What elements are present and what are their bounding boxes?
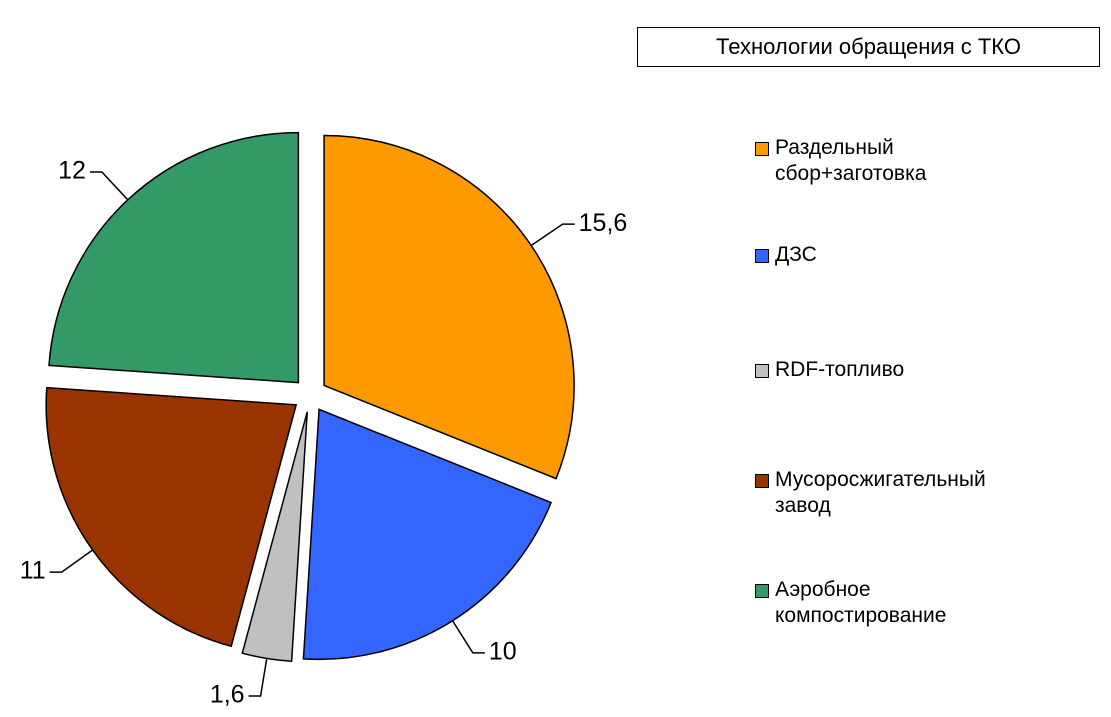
legend-swatch [755, 584, 769, 598]
legend-item: ДЗС [755, 242, 817, 268]
data-label: 12 [58, 157, 86, 185]
legend-item: Мусоросжигательный завод [755, 467, 986, 519]
legend-swatch [755, 474, 769, 488]
legend-label: Мусоросжигательный завод [775, 468, 986, 517]
legend-label: Раздельный сбор+заготовка [775, 136, 927, 185]
legend-item: RDF-топливо [755, 357, 904, 383]
legend-swatch [755, 249, 769, 263]
data-label: 11 [20, 557, 46, 585]
data-label: 1,6 [210, 681, 245, 709]
pie-slice [48, 131, 300, 384]
legend-item: Раздельный сбор+заготовка [755, 135, 926, 187]
data-label: 15,6 [579, 209, 628, 237]
legend-label: ДЗС [775, 243, 817, 266]
leader-line [451, 620, 485, 654]
leader-line [530, 223, 575, 247]
pie-slice [45, 386, 298, 648]
legend-swatch [755, 142, 769, 156]
data-label: 10 [489, 637, 517, 665]
pie-slice [241, 411, 308, 663]
legend-swatch [755, 364, 769, 378]
legend-item: Аэробное компостирование [755, 577, 946, 629]
leader-line [89, 171, 129, 201]
pie-slice [302, 408, 553, 661]
legend-label: Аэробное компостирование [775, 578, 947, 627]
leader-line [49, 549, 94, 573]
chart-title: Технологии обращения с ТКО [637, 27, 1100, 67]
legend-label: RDF-топливо [775, 358, 905, 381]
leader-line [248, 658, 268, 697]
